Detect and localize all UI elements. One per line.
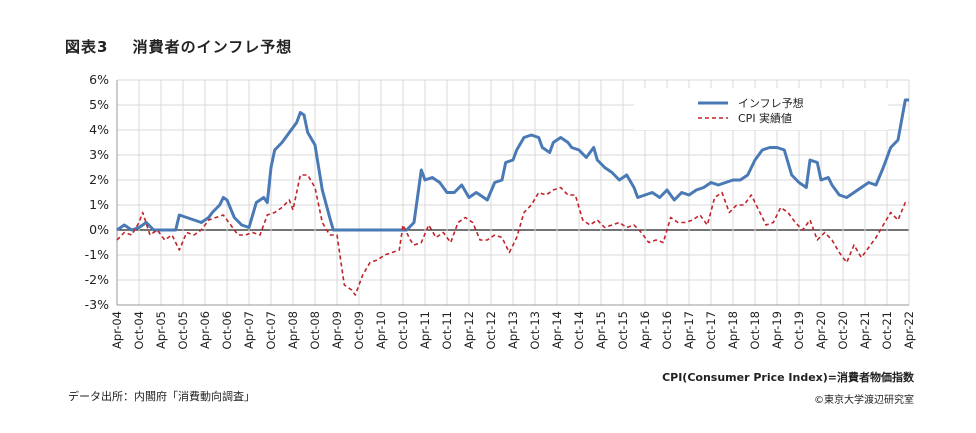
x-tick-label: Oct-20	[836, 311, 850, 350]
x-tick-label: Apr-18	[726, 311, 740, 349]
x-tick-label: Apr-14	[550, 311, 564, 349]
x-tick-label: Apr-12	[462, 311, 476, 349]
x-tick-label: Oct-07	[264, 311, 278, 350]
cpi-series-line	[116, 174, 909, 296]
x-tick-label: Apr-20	[814, 311, 828, 349]
x-tick-label: Apr-11	[418, 311, 432, 349]
legend-label-expectation: インフレ予想	[738, 96, 804, 110]
figure-label: 図表3	[65, 38, 109, 56]
x-tick-label: Oct-04	[132, 311, 146, 350]
x-tick-label: Oct-12	[484, 311, 498, 350]
x-tick-label: Oct-13	[528, 311, 542, 350]
y-tick-label: 3%	[89, 147, 109, 162]
x-tick-label: Oct-06	[220, 311, 234, 350]
y-tick-label: 5%	[89, 97, 109, 112]
x-tick-label: Apr-22	[902, 311, 916, 349]
y-tick-label: 1%	[89, 197, 109, 212]
x-tick-label: Apr-05	[154, 311, 168, 349]
x-tick-label: Oct-10	[396, 311, 410, 350]
y-axis: 6% 5% 4% 3% 2% 1% 0% -1% -2% -3%	[85, 72, 109, 312]
x-tick-label: Apr-08	[286, 311, 300, 349]
x-tick-label: Apr-06	[198, 311, 212, 349]
y-tick-label: 4%	[89, 122, 109, 137]
x-tick-label: Oct-15	[616, 311, 630, 350]
x-tick-label: Apr-15	[594, 311, 608, 349]
x-tick-label: Oct-08	[308, 311, 322, 350]
x-tick-label: Apr-17	[682, 311, 696, 349]
x-tick-label: Oct-05	[176, 311, 190, 350]
data-source-note: データ出所：内閣府「消費動向調査」	[68, 390, 255, 403]
copyright-note: ©東京大学渡辺研究室	[814, 395, 914, 406]
x-tick-label: Oct-09	[352, 311, 366, 350]
x-tick-label: Oct-17	[704, 311, 718, 350]
x-tick-label: Oct-21	[880, 311, 894, 350]
legend: インフレ予想 CPI 実績値	[634, 88, 888, 130]
cpi-definition-note: CPI(Consumer Price Index)=消費者物価指数	[662, 371, 914, 384]
x-tick-label: Apr-07	[242, 311, 256, 349]
figure-title: 消費者のインフレ予想	[132, 38, 293, 56]
y-tick-label: 6%	[89, 72, 109, 87]
legend-box	[634, 88, 888, 130]
chart-title: 図表3 消費者のインフレ予想	[65, 36, 292, 57]
y-tick-label: 0%	[89, 222, 109, 237]
x-tick-label: Apr-13	[506, 311, 520, 349]
x-tick-label: Apr-21	[858, 311, 872, 349]
x-tick-label: Oct-16	[660, 311, 674, 350]
y-tick-label: -2%	[85, 272, 109, 287]
x-tick-label: Apr-10	[374, 311, 388, 349]
x-tick-label: Apr-16	[638, 311, 652, 349]
y-tick-label: -1%	[85, 247, 109, 262]
y-tick-label: 2%	[89, 172, 109, 187]
y-tick-label: -3%	[85, 297, 109, 312]
series	[116, 98, 909, 296]
x-tick-label: Oct-14	[572, 311, 586, 350]
x-tick-label: Apr-19	[770, 311, 784, 349]
x-tick-label: Apr-04	[110, 311, 124, 349]
x-axis: Apr-04 Oct-04 Apr-05 Oct-05 Apr-06 Oct-06 Apr-…	[110, 311, 916, 350]
legend-label-cpi: CPI 実績値	[738, 111, 792, 125]
x-tick-label: Oct-11	[440, 311, 454, 350]
expectation-series-line	[116, 98, 909, 232]
x-tick-label: Oct-18	[748, 311, 762, 350]
x-tick-label: Apr-09	[330, 311, 344, 349]
x-tick-label: Oct-19	[792, 311, 806, 350]
